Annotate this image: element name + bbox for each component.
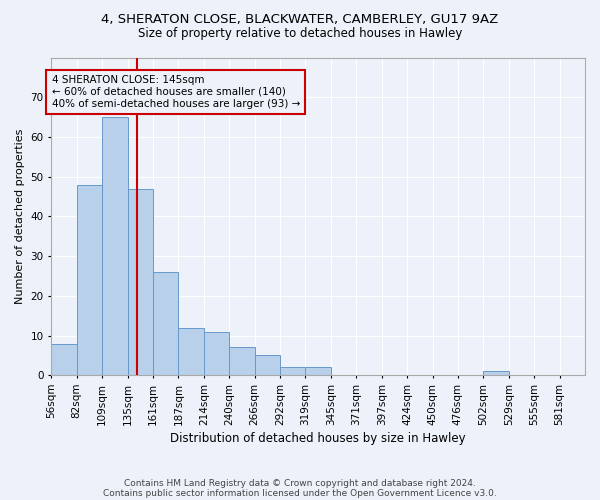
Bar xyxy=(204,332,229,376)
Text: 4 SHERATON CLOSE: 145sqm
← 60% of detached houses are smaller (140)
40% of semi-: 4 SHERATON CLOSE: 145sqm ← 60% of detach… xyxy=(52,76,300,108)
Bar xyxy=(254,356,280,376)
Bar xyxy=(153,272,178,376)
Text: Size of property relative to detached houses in Hawley: Size of property relative to detached ho… xyxy=(138,28,462,40)
Bar xyxy=(484,372,509,376)
Bar xyxy=(178,328,204,376)
X-axis label: Distribution of detached houses by size in Hawley: Distribution of detached houses by size … xyxy=(170,432,466,445)
Bar xyxy=(280,368,305,376)
Y-axis label: Number of detached properties: Number of detached properties xyxy=(15,128,25,304)
Bar xyxy=(102,117,128,376)
Bar xyxy=(77,184,102,376)
Bar xyxy=(229,348,254,376)
Text: Contains public sector information licensed under the Open Government Licence v3: Contains public sector information licen… xyxy=(103,488,497,498)
Text: Contains HM Land Registry data © Crown copyright and database right 2024.: Contains HM Land Registry data © Crown c… xyxy=(124,478,476,488)
Bar xyxy=(128,188,153,376)
Bar xyxy=(52,344,77,376)
Text: 4, SHERATON CLOSE, BLACKWATER, CAMBERLEY, GU17 9AZ: 4, SHERATON CLOSE, BLACKWATER, CAMBERLEY… xyxy=(101,12,499,26)
Bar xyxy=(305,368,331,376)
